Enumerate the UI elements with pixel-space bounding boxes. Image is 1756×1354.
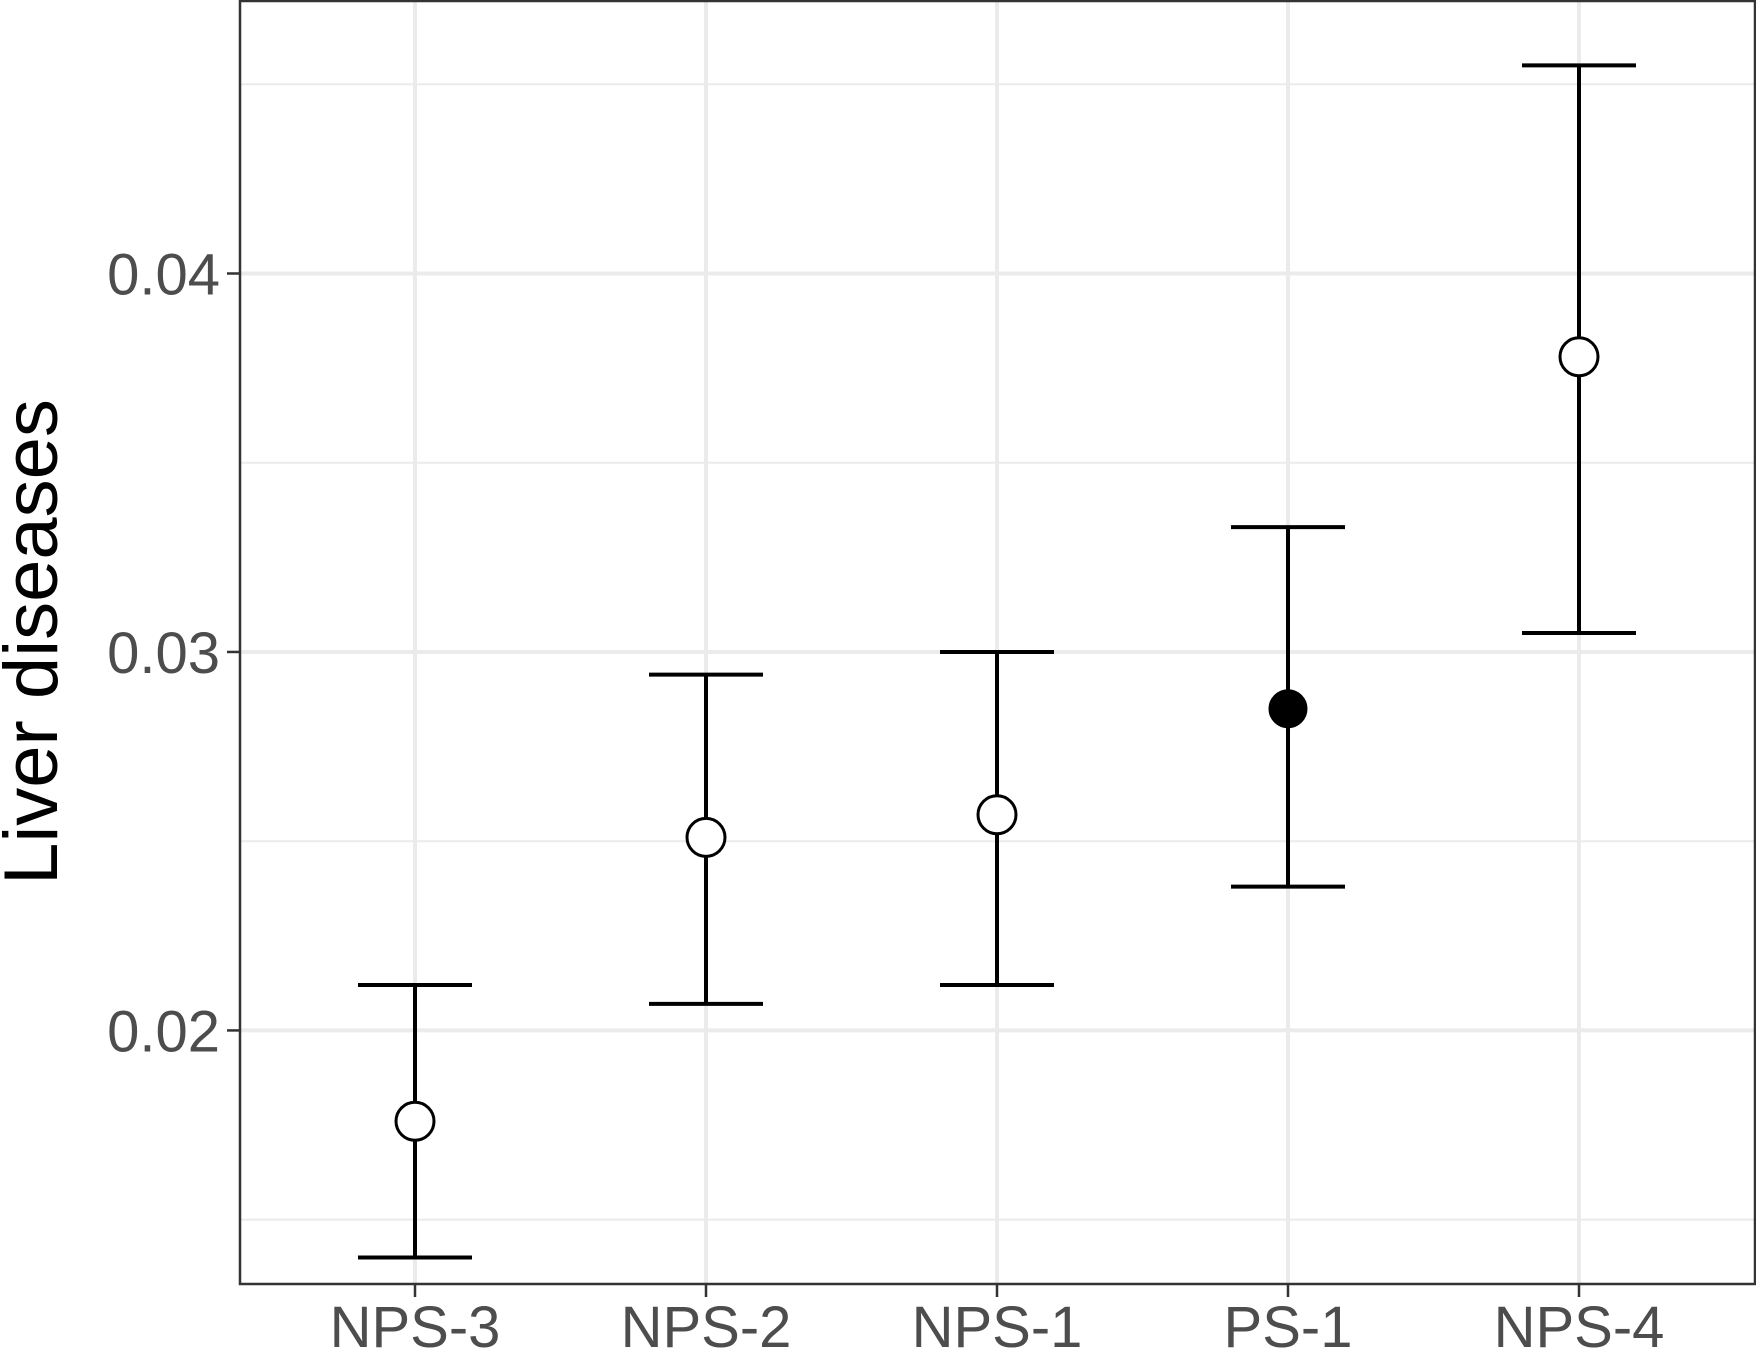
data-point-open [976, 794, 1018, 836]
y-axis-title: Liver diseases [0, 399, 74, 885]
data-point-filled [1268, 689, 1308, 729]
x-tick-label: NPS-2 [621, 1295, 792, 1354]
error-bar-group-nps-1 [940, 649, 1054, 988]
data-point-open [685, 816, 727, 858]
x-tick-label: NPS-4 [1494, 1295, 1665, 1354]
axes: 0.02 0.03 0.04 NPS-3 NPS-2 NPS-1 PS-1 NPS-4 [107, 242, 1664, 1354]
data-point-open [394, 1100, 436, 1142]
x-tick-label: NPS-3 [330, 1295, 501, 1354]
error-bar-group-nps-3 [358, 983, 472, 1260]
y-tick-label: 0.04 [107, 242, 220, 307]
x-tick-label: PS-1 [1224, 1295, 1353, 1354]
y-tick-label: 0.03 [107, 621, 220, 686]
error-bar-group-nps-2 [649, 672, 763, 1006]
x-tick-label: NPS-1 [912, 1295, 1083, 1354]
error-bar-group-nps-4 [1522, 63, 1636, 636]
data-point-open [1558, 336, 1600, 378]
error-bar-group-ps-1 [1231, 525, 1345, 889]
data-series [358, 63, 1636, 1260]
y-tick-label: 0.02 [107, 999, 220, 1064]
